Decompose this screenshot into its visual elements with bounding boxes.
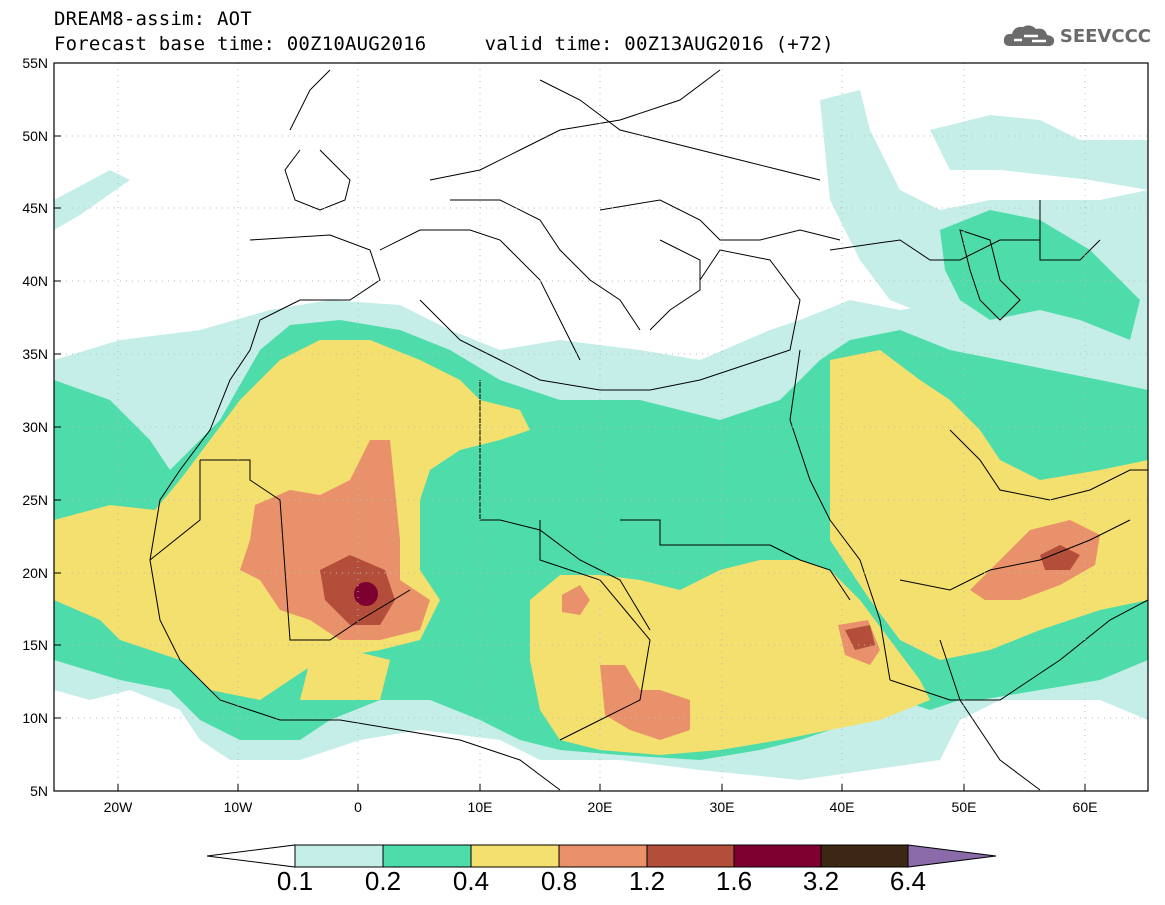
- lon-label: 20E: [588, 799, 613, 815]
- chart-title: DREAM8-assim: AOT: [54, 8, 252, 30]
- longitude-labels: 20W 10W 0 10E 20E 30E 40E 50E 60E: [104, 799, 1098, 815]
- graticule: [54, 63, 1148, 791]
- aot-band-1.2-eritrea: [845, 625, 875, 650]
- aot-band-0.4-mali: [300, 650, 390, 700]
- lon-label: 50E: [952, 799, 977, 815]
- aot-band-0.8-oman: [970, 520, 1100, 600]
- lon-label: 10W: [224, 799, 254, 815]
- aot-band-0.2-caspian: [940, 210, 1140, 340]
- seevccc-logo: SEEVCCC: [1002, 22, 1151, 50]
- colorbar-over-triangle: [907, 844, 997, 868]
- colorbar-label: 3.2: [802, 866, 840, 896]
- lat-label: 35N: [22, 346, 48, 362]
- aot-band-1.6-core: [354, 582, 378, 606]
- lon-label: 30E: [710, 799, 735, 815]
- lat-label: 45N: [22, 200, 48, 216]
- lat-label: 20N: [22, 565, 48, 581]
- colorbar-label: 0.4: [452, 866, 490, 896]
- aot-band-0.1-ne: [930, 115, 1148, 190]
- logo-text: SEEVCCC: [1059, 25, 1151, 47]
- lon-label: 10E: [468, 799, 493, 815]
- aot-band-1.2-oman: [1040, 545, 1080, 570]
- colorbar-label: 1.6: [715, 866, 753, 896]
- latitude-labels: 55N 50N 45N 40N 35N 30N 25N 20N 15N 10N …: [22, 55, 48, 799]
- aot-band-0.1-nw: [54, 170, 130, 230]
- colorbar-label: 0.1: [276, 866, 314, 896]
- colorbar-swatch: [294, 844, 384, 868]
- cloud-icon: [1003, 25, 1054, 47]
- colorbar-label: 0.2: [364, 866, 402, 896]
- colorbar-label: 1.2: [628, 866, 666, 896]
- colorbar-label: 0.8: [540, 866, 578, 896]
- lat-label: 5N: [30, 783, 48, 799]
- colorbar-swatch: [820, 844, 909, 868]
- lon-label: 40E: [830, 799, 855, 815]
- lat-label: 10N: [22, 710, 48, 726]
- aot-band-0.4-arabia: [830, 350, 1148, 660]
- lon-label: 60E: [1073, 799, 1098, 815]
- colorbar-swatch: [733, 844, 822, 868]
- colorbar-swatch: [646, 844, 735, 868]
- lat-label: 50N: [22, 128, 48, 144]
- colorbar-swatch: [558, 844, 648, 868]
- lat-label: 15N: [22, 637, 48, 653]
- lat-label: 40N: [22, 273, 48, 289]
- forecast-time-subtitle: Forecast base time: 00Z10AUG2016 valid t…: [54, 33, 834, 55]
- colorbar: [206, 844, 997, 868]
- lat-label: 30N: [22, 419, 48, 435]
- lon-label: 0: [354, 799, 362, 815]
- lat-label: 55N: [22, 55, 48, 71]
- coastlines: [149, 69, 1148, 791]
- colorbar-under-triangle: [206, 844, 296, 868]
- aot-band-0.8-chad: [600, 665, 690, 740]
- axis-ticks: [54, 135, 1086, 791]
- lon-label: 20W: [104, 799, 134, 815]
- aot-band-0.8-libya: [562, 585, 590, 615]
- colorbar-swatch: [382, 844, 472, 868]
- lat-label: 25N: [22, 492, 48, 508]
- colorbar-label: 6.4: [889, 866, 927, 896]
- colorbar-swatch: [470, 844, 560, 868]
- aot-contours: [54, 69, 1148, 791]
